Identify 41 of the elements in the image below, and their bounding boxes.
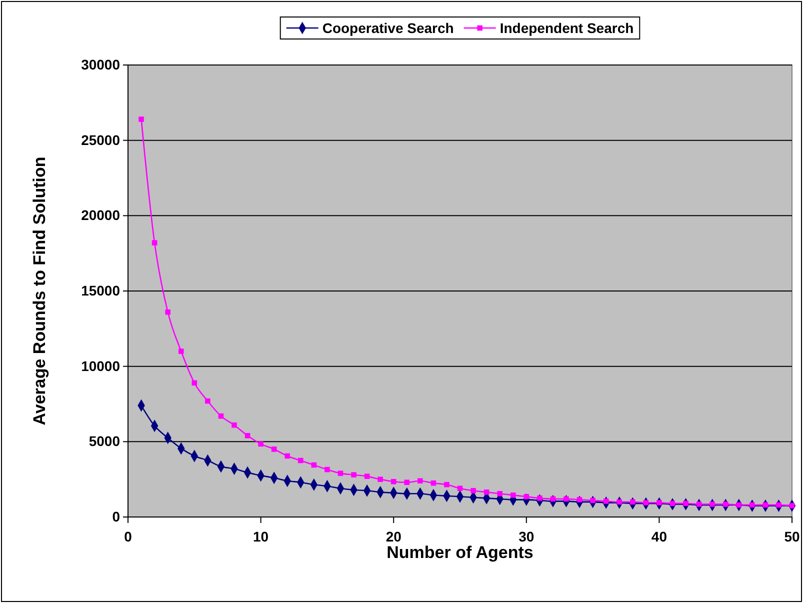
y-tick-label: 15000 xyxy=(81,282,120,298)
point xyxy=(338,470,344,476)
point xyxy=(258,441,264,447)
y-tick-label: 5000 xyxy=(88,433,120,450)
y-tick-label: 10000 xyxy=(81,358,120,374)
x-tick-label: 10 xyxy=(253,528,269,544)
y-tick-label: 25000 xyxy=(81,132,120,148)
point xyxy=(138,116,144,122)
y-tick-label: 0 xyxy=(112,508,120,524)
x-tick-label: 50 xyxy=(784,528,800,544)
x-axis-title: Number of Agents xyxy=(386,543,534,562)
point xyxy=(470,488,476,494)
y-tick-label: 20000 xyxy=(81,207,120,224)
legend-label: Cooperative Search xyxy=(322,20,454,36)
point xyxy=(404,480,410,485)
point xyxy=(497,491,502,496)
point xyxy=(484,489,490,495)
x-tick-label: 0 xyxy=(124,528,132,544)
point xyxy=(178,348,184,354)
x-tick-label: 40 xyxy=(651,528,668,544)
point xyxy=(205,398,210,404)
point xyxy=(457,486,463,492)
x-tick-label: 20 xyxy=(386,528,402,544)
point xyxy=(165,309,170,315)
point xyxy=(271,446,277,452)
point xyxy=(444,482,450,488)
point xyxy=(324,466,330,472)
point xyxy=(510,492,516,498)
point xyxy=(351,472,356,478)
point xyxy=(418,478,423,484)
x-tick-label: 30 xyxy=(518,528,534,544)
point xyxy=(378,476,383,482)
point xyxy=(152,240,158,246)
y-tick-label: 30000 xyxy=(81,56,120,72)
y-axis-title: Average Rounds to Find Solution xyxy=(30,156,49,426)
legend-label: Independent Search xyxy=(500,20,634,36)
point xyxy=(244,432,250,438)
point xyxy=(364,474,370,479)
point xyxy=(298,458,304,464)
point xyxy=(284,453,290,459)
point xyxy=(232,422,237,428)
